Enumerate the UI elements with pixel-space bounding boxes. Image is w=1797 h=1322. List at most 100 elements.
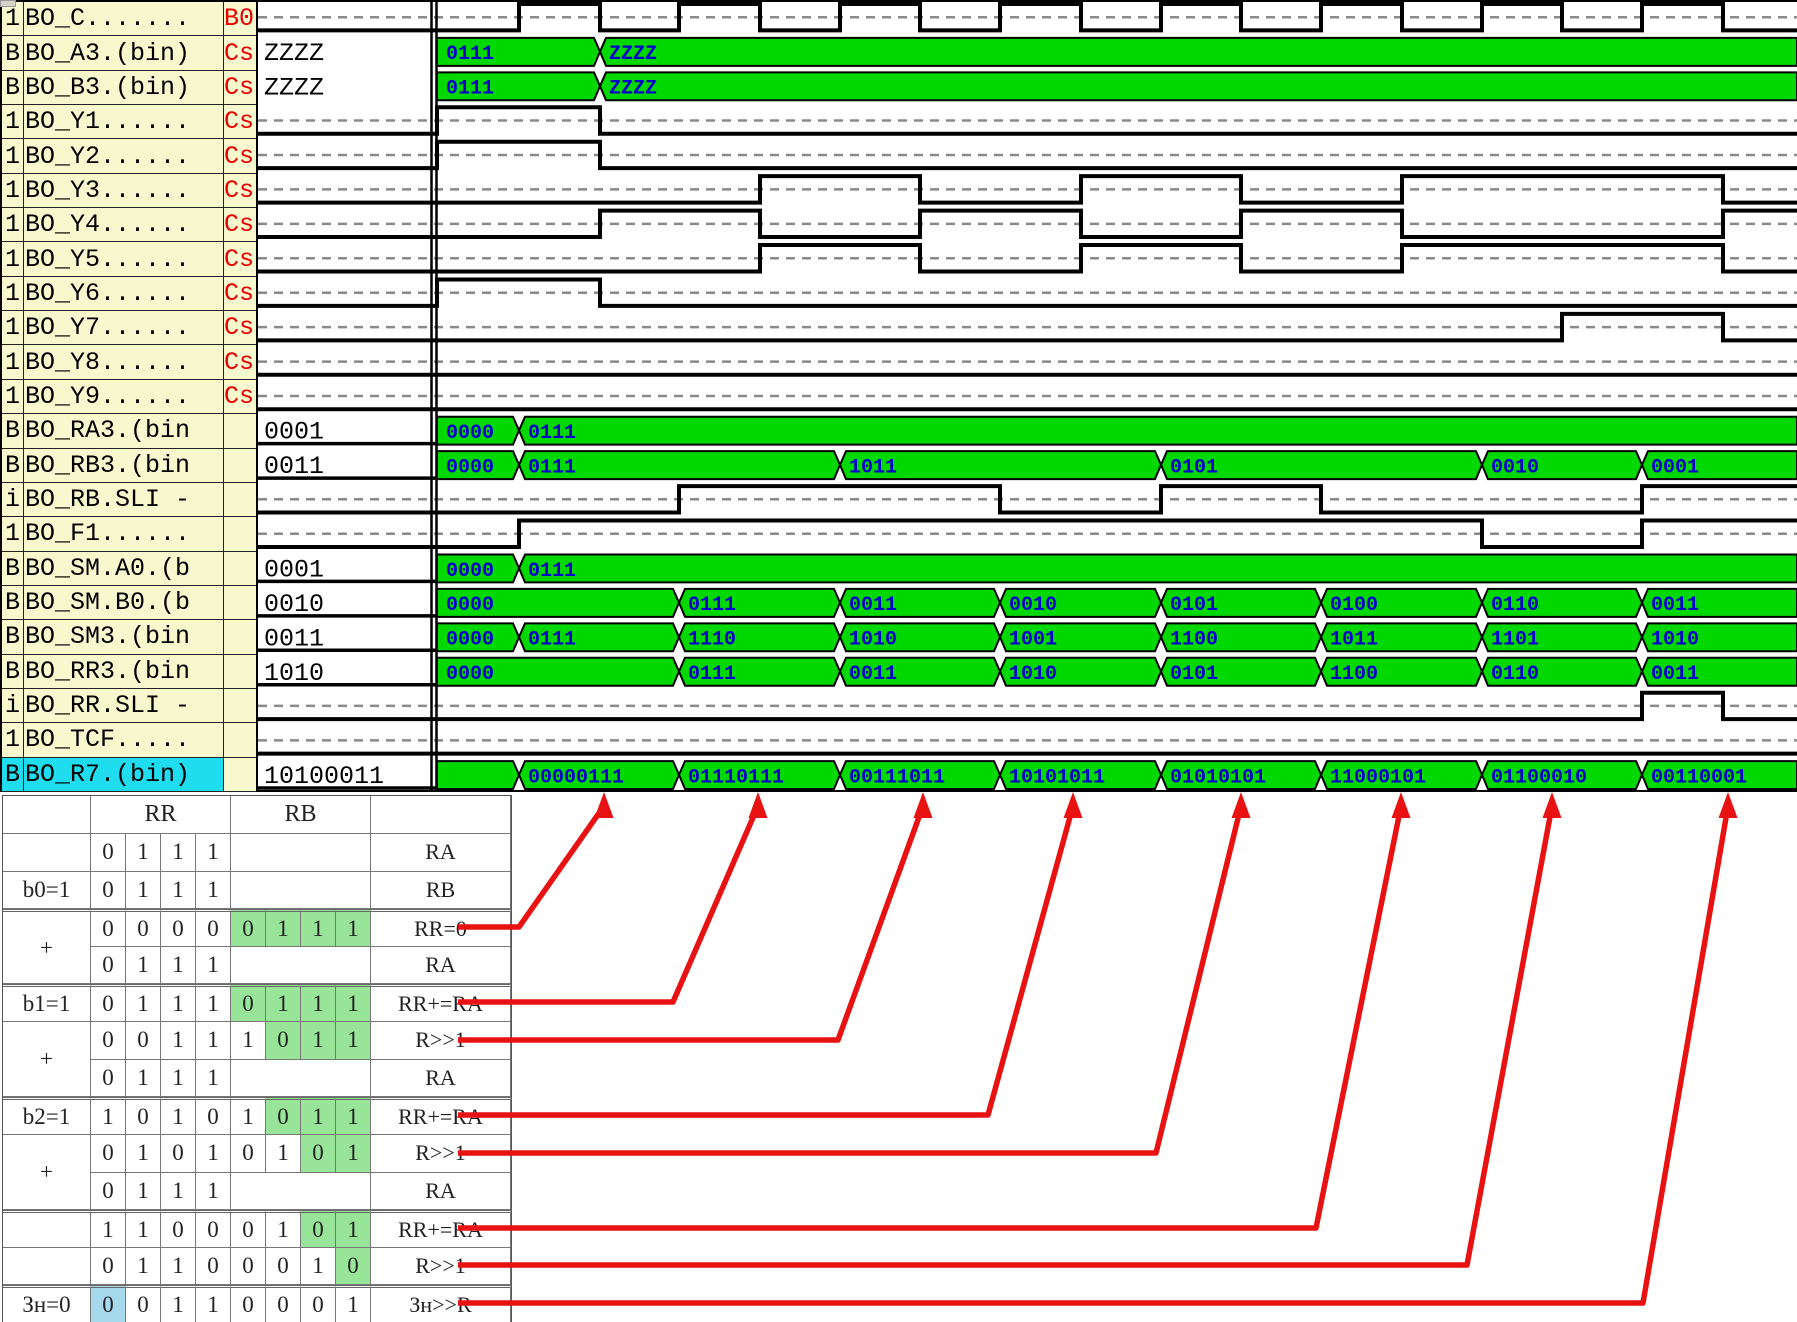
cursor-value: ZZZZ bbox=[264, 39, 324, 68]
bit-cell: 1 bbox=[266, 1210, 301, 1248]
bus-segment-value: 1101 bbox=[1491, 629, 1539, 652]
step-arrow bbox=[458, 805, 1555, 1268]
bit-cell: 1 bbox=[196, 1059, 231, 1098]
signal-name: BO_SM.B0.(b bbox=[24, 585, 224, 620]
signal-type: 1 bbox=[2, 208, 24, 242]
signal-row[interactable]: B BO_RA3.(bin bbox=[2, 414, 256, 449]
table-cell bbox=[231, 871, 371, 910]
signal-type: 1 bbox=[2, 139, 24, 173]
signal-row[interactable]: B BO_SM.B0.(b bbox=[2, 585, 256, 621]
bit-cell: 0 bbox=[266, 1247, 301, 1286]
signal-row[interactable]: B BO_B3.(bin) Cs bbox=[2, 70, 256, 106]
signal-row[interactable]: i BO_RR.SLI - bbox=[2, 688, 256, 724]
signal-type: 1 bbox=[2, 379, 24, 414]
cursor-value: 10100011 bbox=[264, 762, 384, 791]
bit-cell: 1 bbox=[266, 1134, 301, 1173]
table-cell bbox=[231, 1172, 371, 1211]
signal-row[interactable]: B BO_SM.A0.(b bbox=[2, 551, 256, 586]
signal-type: 1 bbox=[2, 2, 24, 36]
bus-segment-value: 1011 bbox=[849, 456, 897, 479]
bit-cell: 0 bbox=[196, 1247, 231, 1286]
signal-row[interactable]: B BO_RB3.(bin bbox=[2, 448, 256, 483]
cursor-value: 0010 bbox=[264, 590, 324, 619]
bit-cell: 1 bbox=[126, 1247, 161, 1286]
bus-segment-value: 0111 bbox=[688, 594, 736, 617]
bus-segment-value: 0101 bbox=[1170, 456, 1218, 479]
signal-row[interactable]: B BO_A3.(bin) Cs bbox=[2, 36, 256, 71]
bit-cell: 1 bbox=[161, 946, 196, 985]
operation-label: RA bbox=[371, 1059, 511, 1098]
bus-segment-value: 0011 bbox=[1651, 594, 1699, 617]
step-arrow bbox=[458, 805, 1404, 1231]
signal-row[interactable]: 1 BO_Y7...... Cs bbox=[2, 311, 256, 346]
signal-row[interactable]: 1 BO_Y8...... Cs bbox=[2, 345, 256, 380]
signal-flag: Cs bbox=[224, 38, 255, 68]
signal-type: B bbox=[2, 585, 24, 620]
bit-cell: 1 bbox=[161, 871, 196, 910]
operation-label: RR+=RA bbox=[371, 1210, 511, 1248]
step-arrow bbox=[748, 792, 768, 818]
bus-segment bbox=[598, 71, 1797, 102]
step-label: b0=1 bbox=[3, 871, 91, 910]
step-arrow bbox=[458, 805, 926, 1043]
signal-row[interactable]: B BO_R7.(bin) bbox=[2, 757, 256, 792]
signal-row[interactable]: 1 BO_Y6...... Cs bbox=[2, 276, 256, 312]
bus-segment bbox=[598, 36, 1797, 67]
bus-segment-value: 0110 bbox=[1491, 663, 1539, 686]
signal-name: BO_SM3.(bin bbox=[24, 620, 224, 654]
header-rr: RR bbox=[91, 796, 231, 834]
bit-cell: 1 bbox=[336, 1210, 371, 1248]
bus-segment-value: 0010 bbox=[1009, 594, 1057, 617]
signal-row[interactable]: 1 BO_Y2...... Cs bbox=[2, 139, 256, 174]
bus-segment-value: 0000 bbox=[446, 456, 494, 479]
bit-cell: 0 bbox=[91, 909, 126, 947]
signal-row[interactable]: 1 BO_Y3...... Cs bbox=[2, 173, 256, 209]
signal-row[interactable]: 1 BO_C....... B0 bbox=[2, 2, 256, 37]
signal-type: 1 bbox=[2, 276, 24, 311]
signal-type: 1 bbox=[2, 345, 24, 379]
signal-name: BO_C....... bbox=[24, 2, 224, 36]
bit-cell: 1 bbox=[161, 1097, 196, 1135]
signal-name: BO_F1...... bbox=[24, 517, 224, 551]
bit-cell: 0 bbox=[91, 1059, 126, 1098]
bus-segment-value: 1100 bbox=[1330, 663, 1378, 686]
bus-segment-value: 11000101 bbox=[1330, 766, 1426, 789]
operation-label: RA bbox=[371, 946, 511, 985]
bus-segment-value: ZZZZ bbox=[609, 78, 657, 101]
cursor-value: 0011 bbox=[264, 452, 324, 481]
bit-cell: 1 bbox=[126, 984, 161, 1023]
signal-flag bbox=[224, 483, 256, 516]
signal-row[interactable]: 1 BO_F1...... bbox=[2, 517, 256, 552]
step-label: + bbox=[3, 1134, 91, 1211]
bus-segment-value: 0110 bbox=[1491, 594, 1539, 617]
bus-segment bbox=[1640, 450, 1797, 481]
signal-name: BO_RR3.(bin bbox=[24, 654, 224, 688]
step-label bbox=[3, 1247, 91, 1286]
bus-segment-value: 0111 bbox=[528, 560, 576, 583]
bus-segment-value: 0000 bbox=[446, 629, 494, 652]
signal-name: BO_RR.SLI - bbox=[24, 688, 224, 723]
bit-cell: 0 bbox=[91, 1022, 126, 1060]
signal-row[interactable]: 1 BO_Y1...... Cs bbox=[2, 105, 256, 140]
bit-cell: 1 bbox=[161, 1247, 196, 1286]
signal-row[interactable]: i BO_RB.SLI - bbox=[2, 482, 256, 518]
signal-row[interactable]: 1 BO_Y9...... Cs bbox=[2, 379, 256, 415]
signal-row[interactable]: 1 BO_TCF..... bbox=[2, 723, 256, 758]
signal-name: BO_A3.(bin) bbox=[24, 36, 224, 70]
signal-row[interactable]: 1 BO_Y4...... Cs bbox=[2, 208, 256, 243]
bit-cell: 1 bbox=[301, 1097, 336, 1135]
signal-name: BO_R7.(bin) bbox=[24, 757, 224, 791]
bit-cell: 1 bbox=[161, 984, 196, 1023]
bus-segment-value: 0111 bbox=[688, 663, 736, 686]
signal-flag: Cs bbox=[224, 244, 255, 274]
signal-row[interactable]: B BO_SM3.(bin bbox=[2, 620, 256, 655]
signal-row[interactable]: B BO_RR3.(bin bbox=[2, 654, 256, 689]
bit-waveform bbox=[258, 243, 1797, 274]
signal-row[interactable]: 1 BO_Y5...... Cs bbox=[2, 242, 256, 277]
bit-cell: 0 bbox=[196, 1210, 231, 1248]
panel-corner-widget[interactable] bbox=[0, 0, 16, 7]
bus-segment-value: 0000 bbox=[446, 663, 494, 686]
bit-cell: 1 bbox=[126, 834, 161, 872]
bus-segment-value: 0111 bbox=[446, 78, 494, 101]
